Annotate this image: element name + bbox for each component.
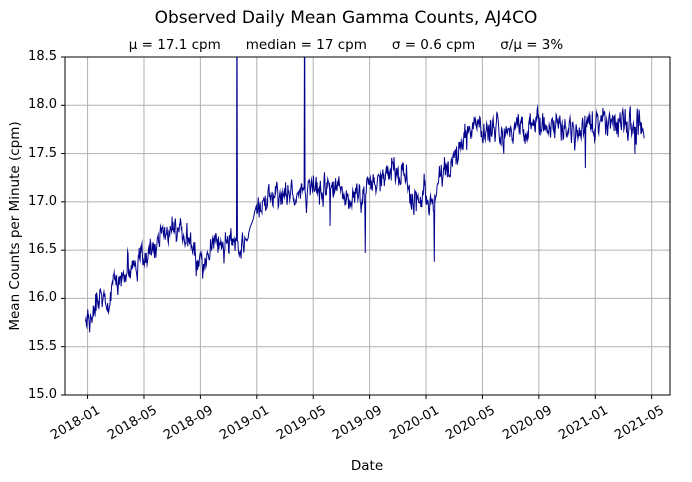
stat-median: median = 17 cpm: [245, 37, 367, 53]
y-tick-label: 15.0: [28, 387, 57, 402]
y-tick-label: 15.5: [28, 338, 57, 354]
y-tick-label: 18.5: [28, 49, 57, 64]
y-tick-label: 16.5: [28, 242, 57, 258]
stat-mean: μ = 17.1 cpm: [128, 37, 221, 53]
chart-stats-line: μ = 17.1 cpm median = 17 cpm σ = 0.6 cpm…: [0, 37, 692, 53]
y-tick-label: 17.0: [28, 193, 57, 209]
y-tick-label: 16.0: [28, 290, 57, 306]
chart-title: Observed Daily Mean Gamma Counts, AJ4CO: [154, 8, 538, 28]
stat-sigma-over-mu: σ/μ = 3%: [500, 37, 564, 53]
y-tick-label: 17.5: [28, 145, 57, 161]
y-tick-label: 18.0: [28, 97, 57, 113]
stat-sigma: σ = 0.6 cpm: [391, 37, 476, 53]
x-axis-label: Date: [350, 458, 384, 474]
